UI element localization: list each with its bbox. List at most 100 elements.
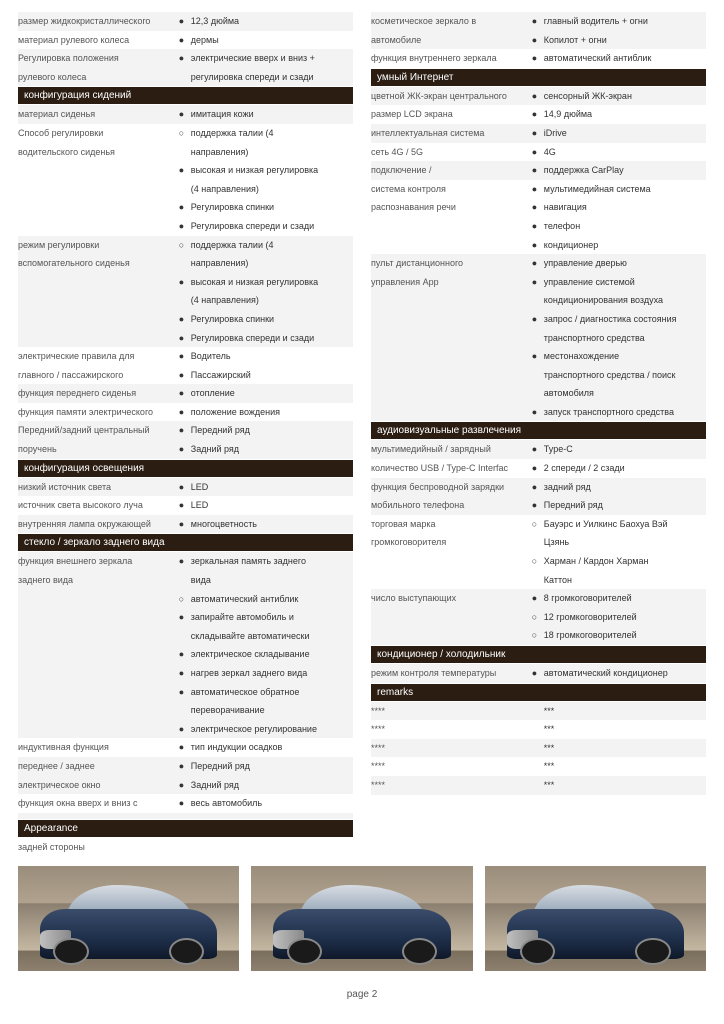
spec-value: транспортного средства / поиск	[532, 366, 706, 385]
spec-label: интеллектуальная система	[371, 124, 532, 143]
section-header: умный Интернет	[371, 69, 706, 86]
spec-value-text: Type-C	[544, 443, 706, 456]
spec-value-text: вида	[191, 574, 353, 587]
spec-value-text: электрические вверх и вниз +	[191, 52, 353, 65]
spec-label: ****	[371, 702, 532, 721]
spec-row: ○Харман / Кардон Харман	[371, 552, 706, 571]
spec-value: ●тип индукции осадков	[179, 738, 353, 757]
spec-value-text: транспортного средства / поиск	[544, 369, 706, 382]
spec-value: ●местонахождение	[532, 347, 706, 366]
spec-value-text: поддержка талии (4	[191, 127, 353, 140]
spec-row: ●кондиционер	[371, 236, 706, 255]
spec-label: пульт дистанционного	[371, 254, 532, 273]
spec-row: ○12 громкоговорителей	[371, 608, 706, 627]
spec-label: громкоговорителя	[371, 533, 532, 552]
spec-row: *******	[371, 757, 706, 776]
spec-row: ●запрос / диагностика состояния	[371, 310, 706, 329]
spec-label	[18, 329, 179, 335]
spec-row	[18, 813, 353, 819]
bullet-icon: ●	[179, 313, 191, 326]
spec-value-text: Копилот + огни	[544, 34, 706, 47]
spec-label: функция переднего сиденья	[18, 384, 179, 403]
spec-label	[18, 627, 179, 633]
spec-label: режим регулировки	[18, 236, 179, 255]
bullet-icon: ●	[532, 257, 544, 270]
spec-row: ●Регулировка спинки	[18, 310, 353, 329]
spec-label: управления App	[371, 273, 532, 292]
spec-value: ●высокая и низкая регулировка	[179, 273, 353, 292]
bullet-icon: ●	[179, 34, 191, 47]
spec-label	[371, 291, 532, 297]
spec-value-text: складывайте автоматически	[191, 630, 353, 643]
spec-value: транспортного средства	[532, 329, 706, 348]
spec-label: вспомогательного сиденья	[18, 254, 179, 273]
spec-row: электрические правила для●Водитель	[18, 347, 353, 366]
spec-label	[18, 217, 179, 223]
spec-row: переднее / заднее●Передний ряд	[18, 757, 353, 776]
section-header: стекло / зеркало заднего вида	[18, 534, 353, 551]
spec-label	[18, 180, 179, 186]
spec-row: размер жидкокристаллического●12,3 дюйма	[18, 12, 353, 31]
bullet-icon: ●	[532, 443, 544, 456]
spec-row: функция памяти электрического●положение …	[18, 403, 353, 422]
left-column: размер жидкокристаллического●12,3 дюймам…	[18, 12, 353, 856]
spec-label: функция окна вверх и вниз с	[18, 794, 179, 813]
spec-row: мобильного телефона●Передний ряд	[371, 496, 706, 515]
spec-label: электрическое окно	[18, 776, 179, 795]
spec-row: управления App●управление системой	[371, 273, 706, 292]
spec-value: направления)	[179, 143, 353, 162]
spec-label: ****	[371, 720, 532, 739]
spec-value: регулировка спереди и сзади	[179, 68, 353, 87]
bullet-icon: ●	[532, 276, 544, 289]
spec-label	[371, 329, 532, 335]
spec-row: автомобиля	[371, 384, 706, 403]
section-header: конфигурация освещения	[18, 460, 353, 477]
bullet-icon: ●	[179, 220, 191, 233]
spec-row: поручень●Задний ряд	[18, 440, 353, 459]
spec-label: функция внутреннего зеркала	[371, 49, 532, 68]
spec-value: автомобиля	[532, 384, 706, 403]
spec-row: интеллектуальная система●iDrive	[371, 124, 706, 143]
bullet-icon: ○	[179, 239, 191, 252]
spec-row: задней стороны	[18, 838, 353, 857]
spec-row: ●автоматическое обратное	[18, 683, 353, 702]
spec-value: ●Регулировка спинки	[179, 198, 353, 217]
bullet-icon: ●	[179, 201, 191, 214]
spec-value: ***	[532, 702, 706, 721]
bullet-icon: ○	[179, 127, 191, 140]
spec-value-text: Передний ряд	[191, 424, 353, 437]
spec-label	[371, 236, 532, 242]
spec-value: ●зеркальная память заднего	[179, 552, 353, 571]
car-image-2	[251, 866, 472, 971]
spec-value-text: 8 громкоговорителей	[544, 592, 706, 605]
bullet-icon: ●	[532, 406, 544, 419]
spec-value: ○Бауэрс и Уилкинс Баохуа Вэй	[532, 515, 706, 534]
car-image-1	[18, 866, 239, 971]
spec-value-text: высокая и низкая регулировка	[191, 164, 353, 177]
bullet-icon: ●	[532, 239, 544, 252]
bullet-icon: ●	[179, 443, 191, 456]
spec-label: функция внешнего зеркала	[18, 552, 179, 571]
spec-value: ○автоматический антиблик	[179, 590, 353, 609]
spec-row: складывайте автоматически	[18, 627, 353, 646]
spec-label	[18, 273, 179, 279]
spec-row: функция внутреннего зеркала●автоматическ…	[371, 49, 706, 68]
spec-label: ****	[371, 739, 532, 758]
bullet-icon: ●	[179, 779, 191, 792]
spec-value-text: 2 спереди / 2 сзади	[544, 462, 706, 475]
bullet-icon: ●	[532, 127, 544, 140]
spec-value: ●Водитель	[179, 347, 353, 366]
spec-value-text: местонахождение	[544, 350, 706, 363]
bullet-icon: ○	[179, 593, 191, 606]
spec-row: система контроля●мультимедийная система	[371, 180, 706, 199]
spec-row: Способ регулировки○поддержка талии (4	[18, 124, 353, 143]
spec-value: ●Регулировка спереди и сзади	[179, 329, 353, 348]
bullet-icon: ○	[532, 629, 544, 642]
spec-row: кондиционирования воздуха	[371, 291, 706, 310]
bullet-icon: ●	[532, 667, 544, 680]
spec-value-text: Пассажирский	[191, 369, 353, 382]
spec-value: ***	[532, 757, 706, 776]
spec-value: ●4G	[532, 143, 706, 162]
spec-value: ●Передний ряд	[532, 496, 706, 515]
spec-label	[18, 291, 179, 297]
